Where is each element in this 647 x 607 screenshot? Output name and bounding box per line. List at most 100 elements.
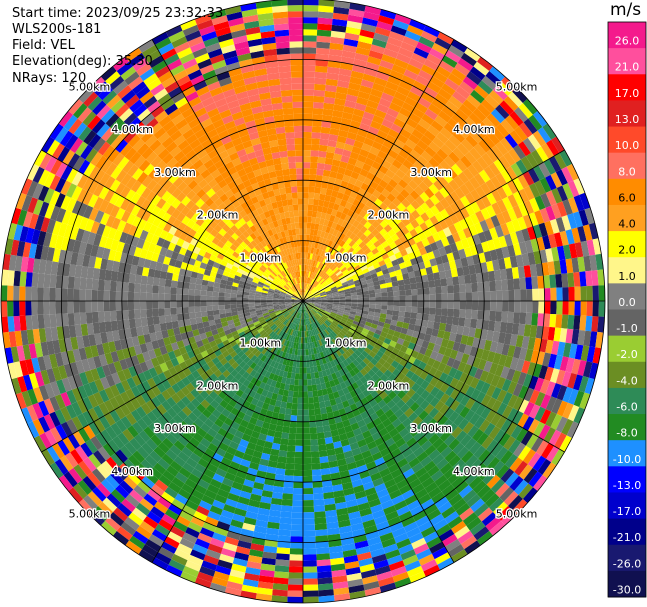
radar-gate xyxy=(337,80,350,89)
radar-gate xyxy=(337,166,346,175)
radar-gate xyxy=(315,347,320,354)
radar-gate xyxy=(393,290,400,297)
radar-gate xyxy=(399,463,412,474)
radar-gate xyxy=(303,282,305,289)
radar-gate xyxy=(335,315,342,321)
radar-gate xyxy=(522,373,533,388)
radar-gate xyxy=(325,268,332,275)
radar-gate xyxy=(457,171,470,184)
radar-gate xyxy=(319,138,329,146)
radar-gate xyxy=(356,325,364,332)
radar-gate xyxy=(447,293,454,301)
radar-gate xyxy=(188,295,195,301)
radar-gate xyxy=(321,264,326,271)
radar-gate xyxy=(312,108,324,115)
radar-gate xyxy=(522,214,533,229)
radar-gate xyxy=(286,402,293,410)
radar-gate xyxy=(584,207,595,225)
radar-gate xyxy=(420,498,435,511)
radar-gate xyxy=(527,362,537,376)
radar-gate xyxy=(477,282,484,292)
radar-gate xyxy=(317,286,324,292)
radar-gate xyxy=(437,175,449,187)
radar-gate xyxy=(329,227,335,235)
radar-gate xyxy=(303,427,310,434)
radar-gate xyxy=(333,299,340,301)
radar-gate xyxy=(311,132,321,139)
radar-gate xyxy=(375,296,382,301)
radar-gate xyxy=(279,517,292,525)
radar-gate xyxy=(538,162,551,178)
radar-gate xyxy=(294,451,303,458)
radar-gate xyxy=(317,242,322,250)
radar-gate xyxy=(491,202,502,215)
radar-gate xyxy=(365,393,374,403)
radar-gate xyxy=(526,289,533,301)
radar-gate xyxy=(367,232,375,241)
radar-gate xyxy=(480,182,492,196)
radar-gate xyxy=(369,269,377,275)
radar-gate xyxy=(406,527,421,539)
radar-gate xyxy=(303,409,309,416)
radar-gate xyxy=(489,310,496,322)
radar-gate xyxy=(428,183,440,195)
radar-gate xyxy=(289,560,303,567)
radar-gate xyxy=(356,309,363,314)
radar-gate xyxy=(514,479,529,495)
radar-gate xyxy=(464,117,479,131)
radar-gate xyxy=(413,249,422,258)
radar-gate xyxy=(329,171,338,179)
radar-gate xyxy=(578,376,589,393)
radar-gate xyxy=(311,463,321,470)
radar-gate xyxy=(352,342,360,350)
radar-gate xyxy=(415,319,423,327)
radar-gate xyxy=(308,192,315,199)
radar-gate xyxy=(507,407,519,422)
radar-gate xyxy=(418,520,433,533)
radar-gate xyxy=(282,487,294,494)
radar-gate xyxy=(290,415,297,422)
radar-gate xyxy=(447,285,454,294)
radar-gate xyxy=(559,150,573,167)
radar-gate xyxy=(416,352,425,362)
radar-gate xyxy=(462,168,474,181)
radar-gate xyxy=(331,289,338,294)
radar-gate xyxy=(519,312,527,325)
radar-gate xyxy=(341,316,349,321)
radar-gate xyxy=(595,331,604,349)
radar-gate xyxy=(474,328,482,339)
radar-gate xyxy=(402,432,414,443)
radar-gate xyxy=(562,386,573,403)
radar-gate xyxy=(544,220,554,236)
radar-gate xyxy=(347,278,354,284)
radar-gate xyxy=(404,30,421,42)
radar-gate xyxy=(535,325,544,339)
radar-gate xyxy=(434,379,445,390)
radar-gate xyxy=(363,297,370,301)
radar-gate xyxy=(363,304,370,308)
radar-gate xyxy=(307,284,312,291)
radar-gate xyxy=(384,437,396,448)
radar-gate xyxy=(329,367,335,375)
radar-gate xyxy=(376,270,384,277)
radar-gate xyxy=(503,435,516,451)
radar-gate xyxy=(465,309,472,319)
radar-gate xyxy=(7,285,14,301)
radar-gate xyxy=(423,130,436,142)
radar-gate xyxy=(500,223,510,236)
radar-gate xyxy=(315,299,322,301)
radar-gate xyxy=(559,259,568,274)
radar-gate xyxy=(312,289,318,294)
radar-gate xyxy=(346,20,362,30)
radar-gate xyxy=(591,270,599,286)
radar-gate xyxy=(573,272,581,287)
radar-gate xyxy=(323,284,330,289)
radar-gate xyxy=(430,120,444,132)
radar-gate xyxy=(588,362,599,380)
radar-gate xyxy=(531,276,539,289)
radar-gate xyxy=(322,272,328,279)
radar-gate xyxy=(354,282,362,287)
radar-gate xyxy=(366,251,374,259)
radar-gate xyxy=(468,476,483,490)
radar-gate xyxy=(413,543,430,555)
